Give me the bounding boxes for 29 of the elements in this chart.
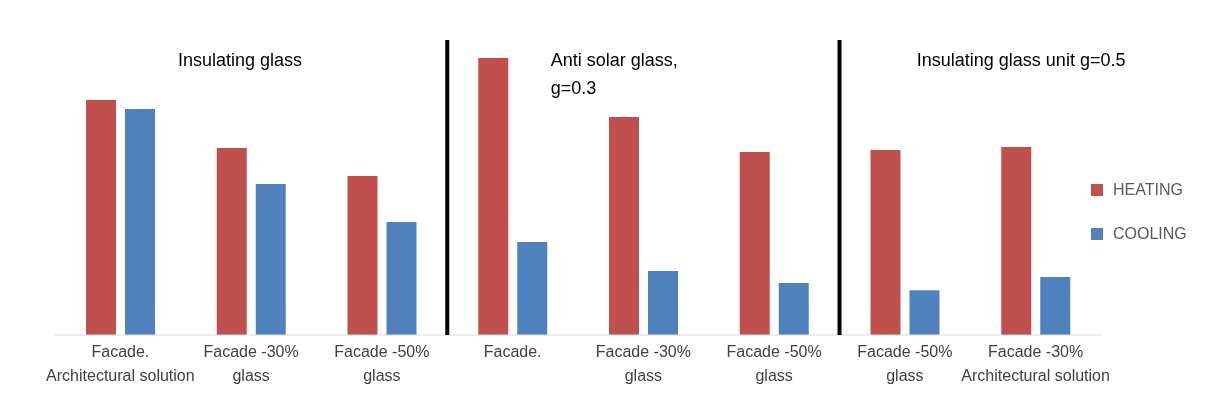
annotation: Insulating glass unit g=0.5 (916, 49, 1126, 72)
annotation: Insulating glass (178, 49, 303, 72)
bar (386, 221, 417, 335)
x-tick-label: Facade -50% glass (726, 343, 822, 384)
bar (86, 100, 116, 335)
bar (909, 290, 940, 335)
x-tick-label: Facade -50% glass (857, 343, 953, 384)
bar (347, 176, 378, 335)
bar (739, 151, 770, 335)
bar (1001, 146, 1032, 335)
bar (1040, 277, 1071, 335)
legend-label: COOLING (1113, 225, 1187, 243)
bar (648, 271, 678, 335)
legend-label: HEATING (1113, 181, 1183, 199)
x-tick-label: Facade. Architectural solution (46, 343, 195, 384)
x-tick-label: Facade -30% Architectural solution (961, 343, 1110, 384)
bar (255, 184, 286, 335)
bar (609, 117, 639, 335)
bar (216, 148, 247, 335)
bar (517, 241, 548, 335)
x-tick-label: Facade -50% glass (334, 343, 430, 384)
x-tick-label: Facade -30% glass (595, 343, 691, 384)
annotation: Anti solar glass, g=0.3 (550, 49, 678, 100)
x-tick-label: Facade -30% glass (203, 343, 299, 384)
bar (778, 282, 809, 335)
bar (478, 58, 509, 335)
bar (870, 149, 901, 335)
bar (125, 108, 155, 335)
x-tick-label: Facade. (483, 343, 542, 360)
